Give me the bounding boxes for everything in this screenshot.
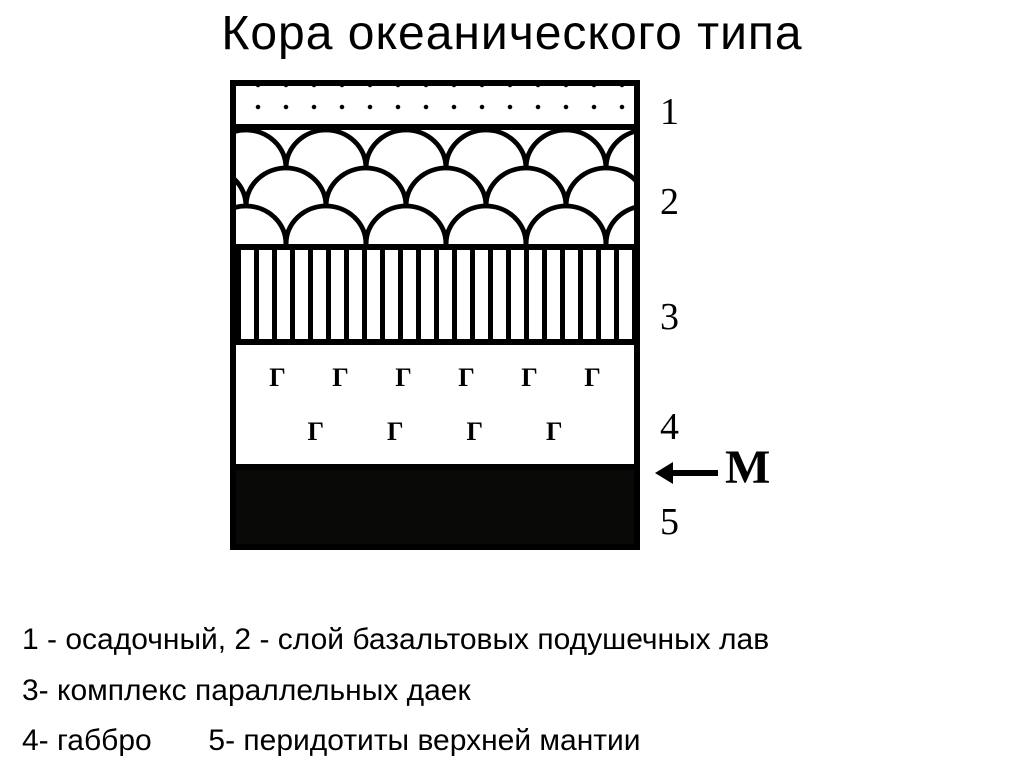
layer-label-4: 4 bbox=[660, 405, 679, 449]
layer-2-pillow-lava bbox=[236, 130, 634, 250]
layer-5-peridotite bbox=[236, 470, 634, 550]
arrow-left-icon bbox=[655, 458, 720, 488]
gabbro-marks-row: Г Г Г Г Г Г bbox=[236, 363, 634, 393]
layer-label-2: 2 bbox=[660, 180, 679, 224]
layer-3-dykes bbox=[236, 250, 634, 345]
legend-line-3: 4- габбро 5- перидотиты верхней мантии bbox=[22, 718, 1004, 765]
gabbro-mark: Г bbox=[387, 417, 404, 447]
legend: 1 - осадочный, 2 - слой базальтовых поду… bbox=[22, 617, 1004, 765]
scales-pattern-icon bbox=[236, 130, 634, 244]
legend-item-5: 5- перидотиты верхней мантии bbox=[208, 724, 640, 757]
gabbro-mark: Г bbox=[466, 417, 483, 447]
gabbro-mark: Г bbox=[584, 363, 601, 393]
gabbro-mark: Г bbox=[521, 363, 538, 393]
gabbro-mark: Г bbox=[332, 363, 349, 393]
layer-1-sediment bbox=[236, 80, 634, 130]
layer-label-3: 3 bbox=[660, 295, 679, 339]
page-title: Кора океанического типа bbox=[0, 6, 1024, 61]
layer-label-1: 1 bbox=[660, 90, 679, 134]
gabbro-mark: Г bbox=[395, 363, 412, 393]
gabbro-mark: Г bbox=[546, 417, 563, 447]
gabbro-mark: Г bbox=[458, 363, 475, 393]
layer-4-gabbro: Г Г Г Г Г Г Г Г Г Г bbox=[236, 345, 634, 470]
layer-label-5: 5 bbox=[660, 500, 679, 544]
geological-column-diagram: Г Г Г Г Г Г Г Г Г Г 1 2 3 4 5 bbox=[230, 80, 790, 550]
legend-item-4: 4- габбро bbox=[22, 724, 152, 757]
gabbro-mark: Г bbox=[269, 363, 286, 393]
gabbro-marks-row: Г Г Г Г bbox=[236, 417, 634, 447]
legend-line-1: 1 - осадочный, 2 - слой базальтовых поду… bbox=[22, 617, 1004, 664]
gabbro-mark: Г bbox=[307, 417, 324, 447]
moho-label: М bbox=[725, 440, 770, 495]
strata-column: Г Г Г Г Г Г Г Г Г Г bbox=[230, 80, 640, 550]
legend-line-2: 3- комплекс параллельных даек bbox=[22, 668, 1004, 715]
